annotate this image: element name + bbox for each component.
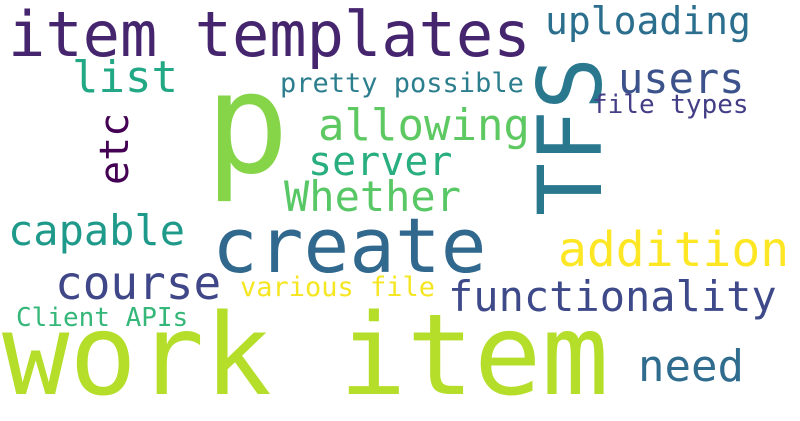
word-list: list bbox=[72, 52, 178, 103]
word-various-file: various file bbox=[240, 272, 436, 303]
word-capable: capable bbox=[8, 206, 186, 255]
word-item-templates: item templates bbox=[8, 0, 531, 71]
word-pretty-possible: pretty possible bbox=[280, 68, 524, 99]
word-client-apis: Client APIs bbox=[16, 303, 189, 333]
word-p: p bbox=[205, 43, 290, 206]
word-addition: addition bbox=[558, 222, 790, 278]
word-cloud: work item item templates uploading p TFS… bbox=[2, 0, 790, 412]
word-file-types: file types bbox=[592, 90, 749, 120]
word-create: create bbox=[212, 201, 487, 290]
word-uploading: uploading bbox=[545, 0, 751, 43]
word-allowing: allowing bbox=[318, 100, 530, 151]
word-whether: Whether bbox=[284, 172, 462, 221]
word-users: users bbox=[618, 54, 745, 103]
word-functionality: functionality bbox=[448, 272, 777, 321]
word-tfs: TFS bbox=[519, 57, 622, 216]
word-need: need bbox=[638, 341, 744, 392]
word-server: server bbox=[308, 139, 453, 185]
word-course: course bbox=[55, 256, 222, 310]
word-etc: etc bbox=[92, 112, 138, 185]
word-work-item: work item bbox=[2, 291, 609, 421]
